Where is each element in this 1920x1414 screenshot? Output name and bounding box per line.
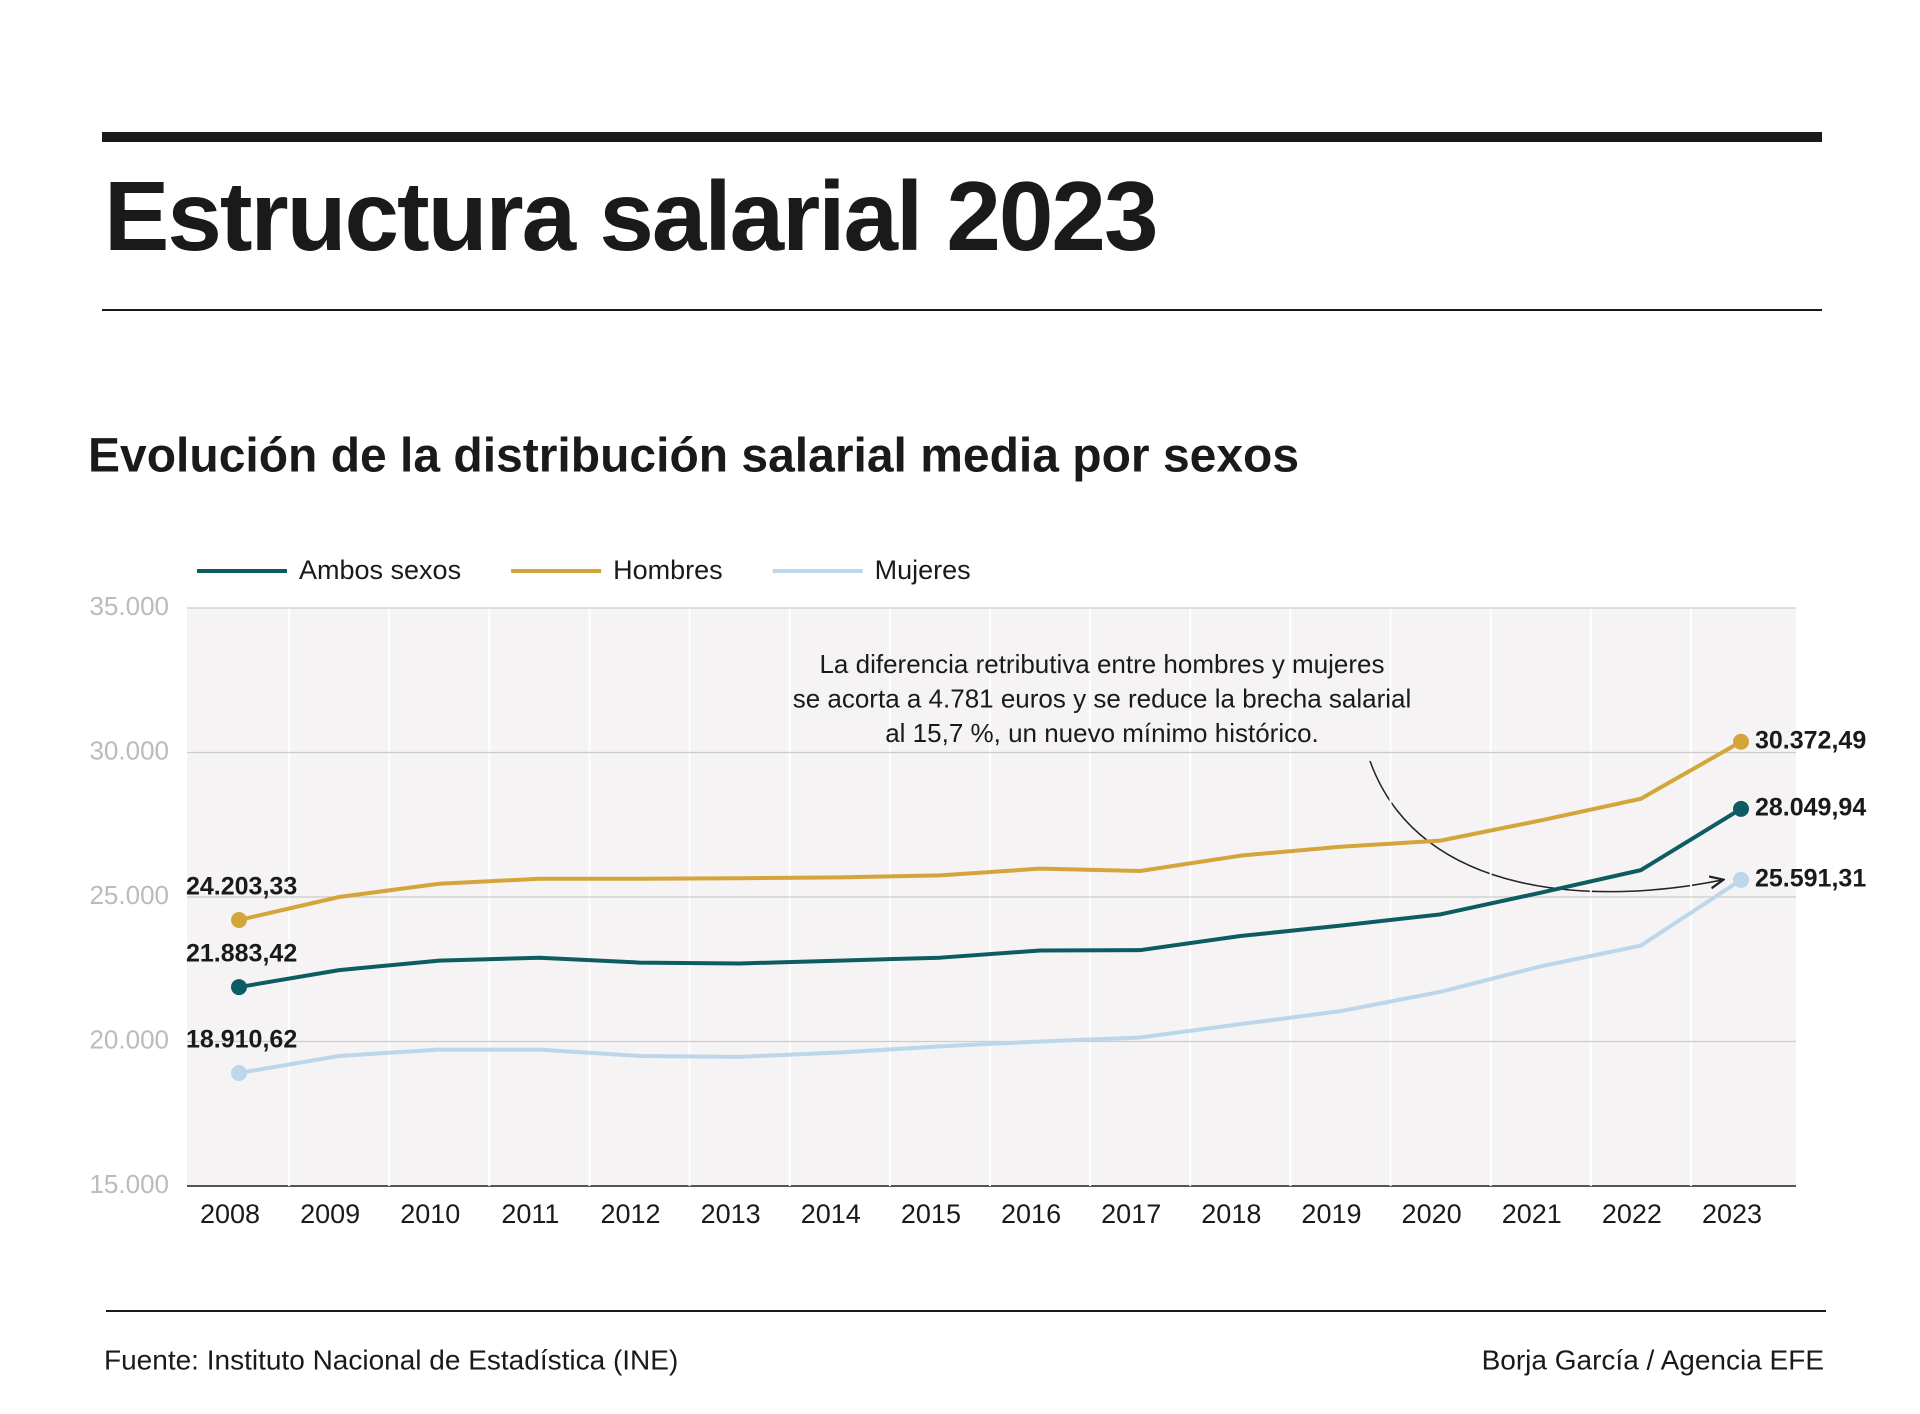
top-rule bbox=[102, 132, 1822, 142]
point bbox=[1733, 800, 1749, 817]
x-tick-label: 2010 bbox=[400, 1199, 460, 1229]
legend-label: Ambos sexos bbox=[299, 555, 461, 585]
value-label: 25.591,31 bbox=[1755, 865, 1866, 893]
series-line bbox=[238, 878, 1743, 1075]
x-tick-label: 2023 bbox=[1702, 1199, 1762, 1229]
value-label: 28.049,94 bbox=[1755, 793, 1866, 821]
point bbox=[231, 912, 247, 929]
y-tick-label: 30.000 bbox=[89, 735, 169, 765]
value-label: 18.910,62 bbox=[186, 1026, 297, 1054]
x-tick-label: 2015 bbox=[901, 1199, 961, 1229]
annotation-arrow bbox=[1369, 760, 1722, 893]
annotation: La diferencia retributiva entre hombres … bbox=[819, 649, 1384, 679]
legend-label: Hombres bbox=[613, 555, 723, 585]
footer-rule bbox=[106, 1310, 1826, 1312]
x-tick-label: 2008 bbox=[200, 1199, 260, 1229]
x-tick-label: 2013 bbox=[701, 1199, 761, 1229]
point bbox=[1733, 733, 1749, 750]
y-tick-label: 25.000 bbox=[89, 880, 169, 910]
x-tick-label: 2014 bbox=[801, 1199, 861, 1229]
y-tick-label: 15.000 bbox=[89, 1169, 169, 1199]
x-tick-label: 2021 bbox=[1502, 1199, 1562, 1229]
chart-subtitle: Evolución de la distribución salarial me… bbox=[88, 430, 1299, 483]
x-tick-label: 2020 bbox=[1402, 1199, 1462, 1229]
series-line bbox=[238, 807, 1743, 990]
value-label: 21.883,42 bbox=[186, 940, 297, 968]
point bbox=[1733, 871, 1749, 888]
x-tick-label: 2009 bbox=[300, 1199, 360, 1229]
x-tick-label: 2017 bbox=[1101, 1199, 1161, 1229]
annotation: se acorta a 4.781 euros y se reduce la b… bbox=[793, 683, 1412, 713]
x-tick-label: 2019 bbox=[1301, 1199, 1361, 1229]
chart-title: Estructura salarial 2023 bbox=[104, 161, 1156, 271]
point bbox=[231, 1064, 247, 1081]
value-label: 24.203,33 bbox=[186, 873, 297, 901]
series-line bbox=[238, 739, 1742, 922]
x-tick-label: 2022 bbox=[1602, 1199, 1662, 1229]
x-tick-label: 2018 bbox=[1201, 1199, 1261, 1229]
y-tick-label: 20.000 bbox=[89, 1024, 169, 1054]
source: Fuente: Instituto Nacional de Estadístic… bbox=[104, 1344, 678, 1375]
x-tick-label: 2016 bbox=[1001, 1199, 1061, 1229]
x-tick-label: 2011 bbox=[501, 1199, 559, 1229]
value-label: 30.372,49 bbox=[1755, 726, 1866, 754]
x-tick-label: 2012 bbox=[600, 1199, 660, 1229]
title-rule bbox=[102, 309, 1822, 311]
credit: Borja García / Agencia EFE bbox=[1482, 1344, 1824, 1375]
annotation: al 15,7 %, un nuevo mínimo histórico. bbox=[885, 718, 1319, 748]
y-tick-label: 35.000 bbox=[89, 591, 169, 621]
point bbox=[231, 979, 247, 996]
legend-label: Mujeres bbox=[875, 555, 971, 585]
